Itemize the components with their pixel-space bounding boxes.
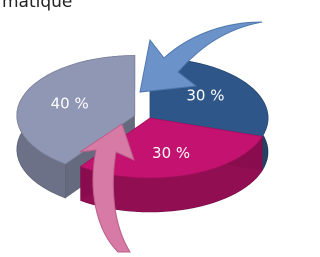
value-label: 30 % — [152, 144, 190, 162]
chart-title: matique — [2, 0, 72, 12]
chart: matique 40 % 30 % 30 % — [0, 0, 274, 257]
value-label: 30 % — [186, 87, 224, 105]
value-label: 40 % — [51, 95, 89, 113]
